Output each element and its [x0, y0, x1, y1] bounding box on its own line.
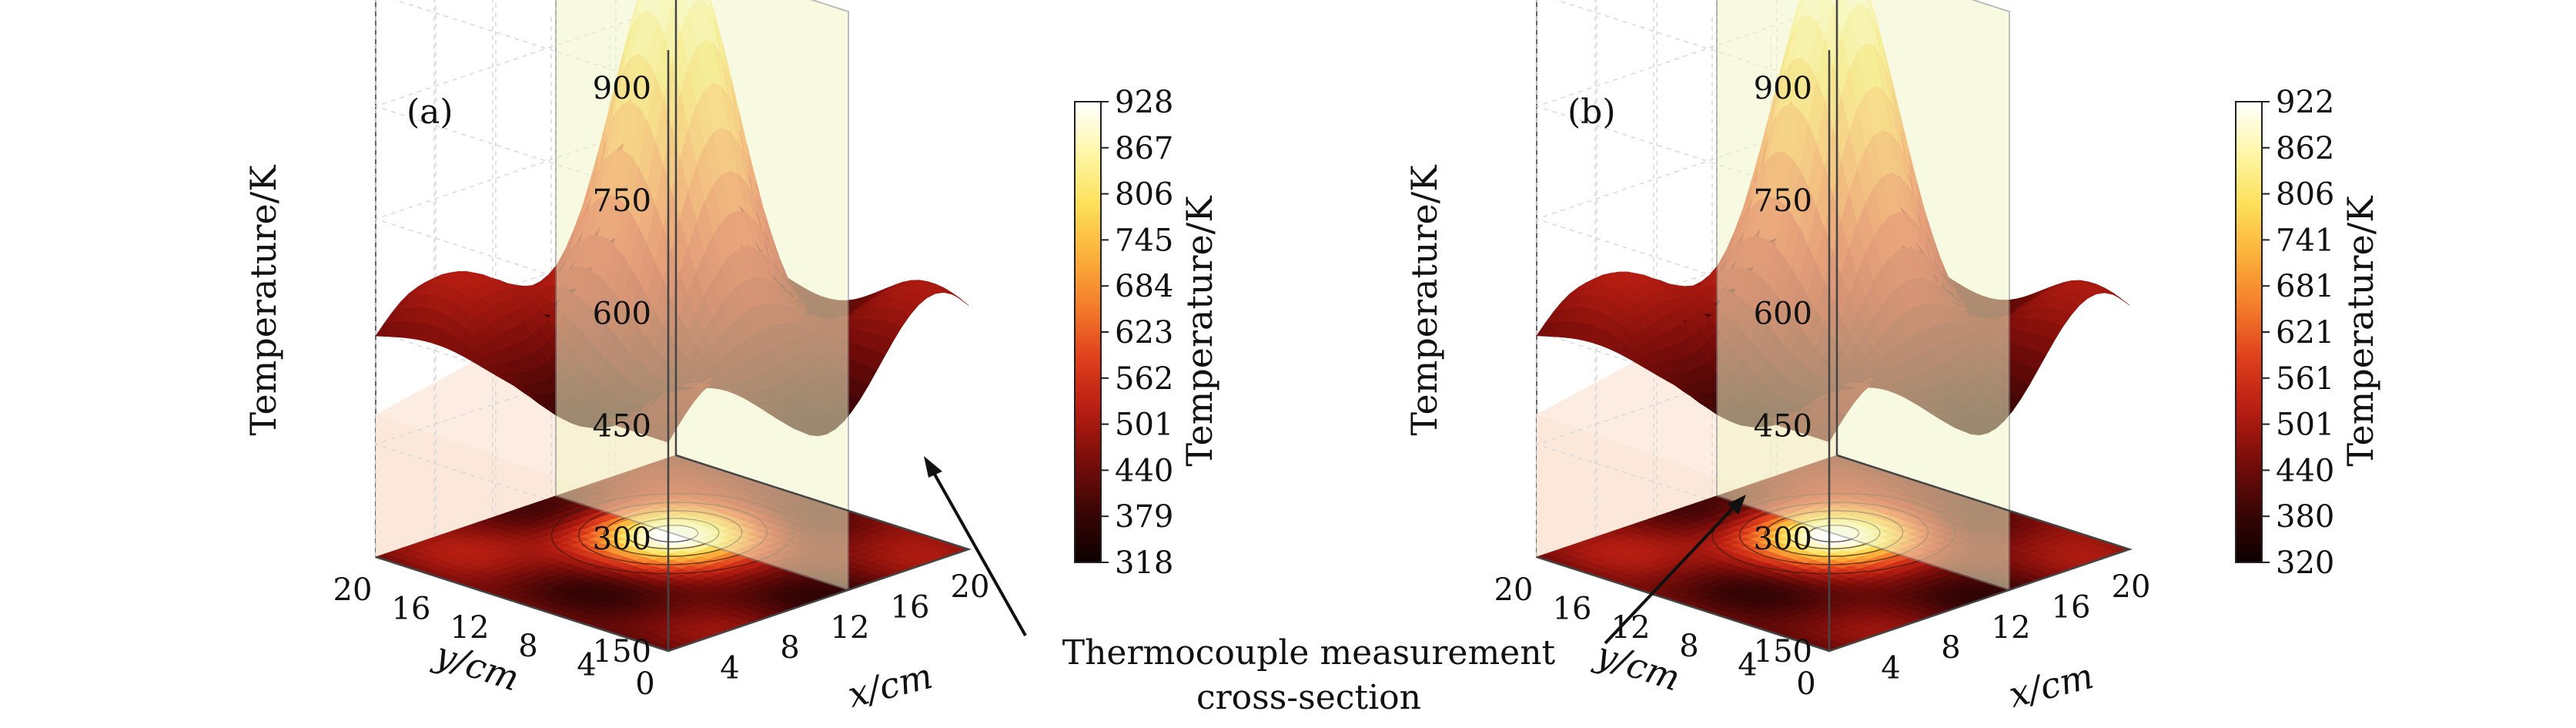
annotation-arrowhead-b	[1728, 495, 1746, 515]
y-tick-label: 20	[1494, 572, 1534, 608]
colorbar-title: Temperature/K	[1179, 195, 1220, 467]
colorbar-tick-label: 684	[1115, 269, 1173, 304]
x-tick-label: 16	[891, 589, 930, 625]
y-tick-label: 8	[1679, 629, 1698, 664]
x-tick-label: 4	[1881, 651, 1900, 686]
panel-label: (b)	[1567, 92, 1616, 132]
y-tick-label: 0	[635, 666, 654, 702]
x-tick-label: 20	[2112, 569, 2151, 605]
x-tick-label: 12	[831, 610, 870, 646]
z-axis-title: Temperature/K	[243, 164, 284, 436]
annotation-arrow-a	[928, 465, 1027, 636]
x-tick-label: 16	[2052, 589, 2091, 625]
z-axis-title: Temperature/K	[1403, 164, 1445, 436]
colorbar-tick-label: 922	[2276, 85, 2334, 120]
colorbar-tick-label: 681	[2276, 269, 2334, 304]
colorbar	[2235, 101, 2263, 563]
z-tick-label: 300	[593, 522, 651, 557]
annotation: Thermocouple measurement cross-section	[924, 456, 1746, 717]
colorbar-tick-label: 806	[1115, 177, 1173, 213]
y-tick-label: 0	[1796, 666, 1815, 702]
x-tick-label: 8	[780, 630, 799, 666]
measurement-plane	[1716, 0, 2010, 592]
y-tick-label: 4	[1738, 648, 1757, 683]
colorbar-tick-label: 562	[1115, 361, 1173, 397]
x-tick-label: 12	[1992, 610, 2031, 646]
panel-label: (a)	[406, 92, 453, 132]
colorbar-tick-label: 928	[1115, 85, 1173, 120]
x-axis-title: x/cm	[2005, 655, 2098, 716]
y-tick-label: 16	[1553, 591, 1592, 626]
axes-frame	[1536, 0, 2133, 653]
panel-a: 150 300 450 600 750 900 4 8 12 16 20 0 4 8 12 16 20 Tempe…	[243, 0, 1220, 716]
colorbar-tick-label: 862	[2276, 131, 2334, 166]
z-tick-label: 450	[1754, 409, 1812, 445]
colorbar-title: Temperature/K	[2340, 195, 2381, 467]
panel-b: 15030045060075090048121620048121620Tempe…	[1403, 0, 2381, 716]
annotation-arrow-b	[1604, 501, 1740, 645]
colorbar-tick-label: 440	[2276, 453, 2334, 488]
colorbar	[1074, 101, 1102, 563]
z-tick-label: 600	[1754, 296, 1812, 331]
x-tick-label: 20	[951, 569, 990, 605]
x-axis-title: x/cm	[844, 655, 937, 716]
x-tick-label: 4	[720, 651, 739, 686]
colorbar-tick-label: 380	[2276, 499, 2334, 535]
y-tick-label: 12	[450, 610, 490, 646]
z-tick-label: 450	[593, 409, 651, 445]
axes-frame	[375, 0, 972, 653]
z-tick-label: 900	[1754, 71, 1812, 106]
colorbar-tick-label: 501	[2276, 408, 2334, 443]
annotation-line-2: cross-section	[1196, 678, 1421, 717]
annotation-arrowhead-a	[924, 456, 942, 478]
y-tick-label: 16	[392, 591, 431, 626]
z-tick-label: 750	[593, 183, 651, 219]
y-tick-label: 20	[333, 572, 373, 608]
colorbar-tick-label: 440	[1115, 453, 1173, 488]
z-tick-label: 900	[593, 71, 651, 106]
y-tick-label: 8	[518, 629, 537, 664]
colorbar-tick-label: 318	[1115, 545, 1173, 581]
annotation-line-1: Thermocouple measurement	[1062, 633, 1556, 673]
colorbar-tick-label: 561	[2276, 361, 2334, 397]
z-tick-label: 150	[1754, 634, 1812, 669]
colorbar-tick-label: 806	[2276, 177, 2334, 213]
y-tick-label: 4	[577, 648, 596, 683]
colorbar-tick-label: 501	[1115, 408, 1173, 443]
colorbar-tick-label: 621	[2276, 315, 2334, 351]
colorbar-tick-label: 741	[2276, 223, 2334, 258]
measurement-plane	[555, 0, 849, 592]
colorbar-tick-label: 379	[1115, 499, 1173, 535]
colorbar-tick-label: 745	[1115, 223, 1173, 258]
z-tick-label: 750	[1754, 183, 1812, 219]
x-tick-label: 8	[1941, 630, 1960, 666]
z-tick-label: 150	[593, 634, 651, 669]
z-tick-label: 600	[593, 296, 651, 331]
colorbar-tick-label: 320	[2276, 545, 2334, 581]
colorbar-tick-label: 867	[1115, 131, 1173, 166]
z-tick-label: 300	[1754, 522, 1812, 557]
colorbar-tick-label: 623	[1115, 315, 1173, 351]
